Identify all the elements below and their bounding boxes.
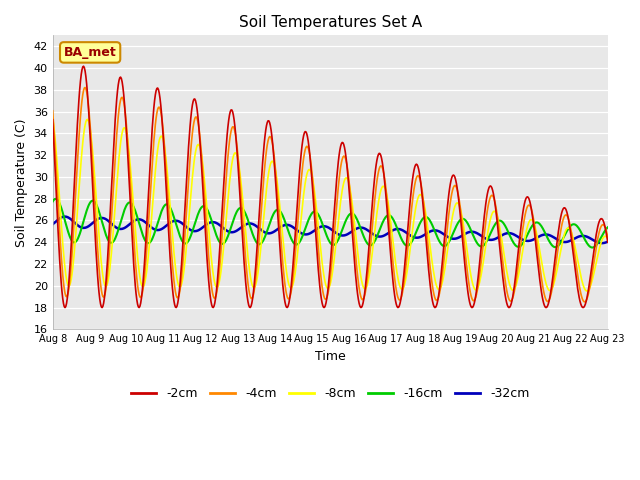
Y-axis label: Soil Temperature (C): Soil Temperature (C) <box>15 118 28 247</box>
Title: Soil Temperatures Set A: Soil Temperatures Set A <box>239 15 422 30</box>
X-axis label: Time: Time <box>315 350 346 363</box>
Text: BA_met: BA_met <box>64 46 116 59</box>
Legend: -2cm, -4cm, -8cm, -16cm, -32cm: -2cm, -4cm, -8cm, -16cm, -32cm <box>126 383 534 406</box>
